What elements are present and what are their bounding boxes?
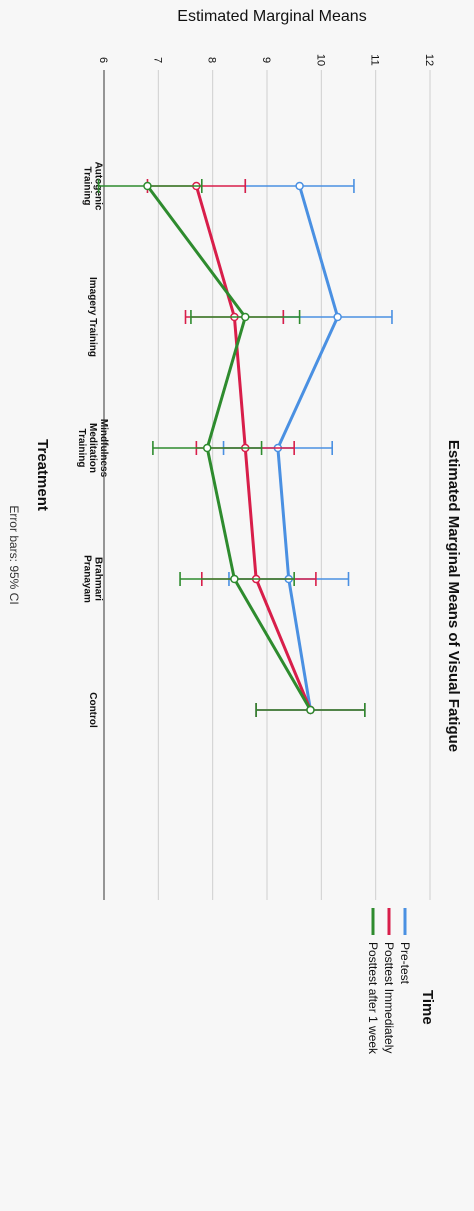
y-tick-label: 8 xyxy=(206,57,218,63)
category-label-line: Meditation xyxy=(87,423,98,473)
legend-title: Time xyxy=(419,990,436,1025)
legend-item-label: Posttest Immediately xyxy=(382,942,396,1053)
data-point xyxy=(241,312,250,322)
category-label-line: Pranayam xyxy=(82,555,93,603)
y-axis-title: Estimated Marginal Means xyxy=(177,8,366,25)
data-point xyxy=(333,312,342,322)
data-point xyxy=(306,705,315,715)
y-tick-label: 12 xyxy=(423,54,435,66)
series-2 xyxy=(97,179,366,717)
legend-item-label: Pre-test xyxy=(398,942,412,985)
x-axis-title: Treatment xyxy=(34,439,51,511)
category-label-line: Training xyxy=(76,429,87,468)
y-tick-labels: 6 7 8 9 10 11 12 xyxy=(97,54,435,66)
category-label-line: Imagery Training xyxy=(87,277,98,357)
y-tick-label: 7 xyxy=(151,57,163,63)
category-label: Imagery Training xyxy=(87,277,98,357)
legend-item-label: Posttest after 1 week xyxy=(366,942,380,1055)
y-tick-label: 6 xyxy=(97,57,109,63)
category-label-line: Brahmari xyxy=(93,557,104,601)
data-point xyxy=(230,574,239,584)
data-point xyxy=(295,181,304,191)
y-tick-label: 10 xyxy=(314,54,326,66)
category-label-line: Training xyxy=(82,167,93,206)
category-label-line: Control xyxy=(87,692,98,728)
y-tick-label: 11 xyxy=(369,54,381,65)
grid-lines xyxy=(103,70,431,900)
data-point xyxy=(143,181,152,191)
y-tick-label: 9 xyxy=(260,57,272,63)
data-point xyxy=(202,443,212,453)
category-label: Control xyxy=(87,692,98,728)
series-layer xyxy=(97,179,393,717)
error-bars-note: Error bars: 95% CI xyxy=(7,505,21,604)
chart-title: Estimated Marginal Means of Visual Fatig… xyxy=(445,440,462,752)
